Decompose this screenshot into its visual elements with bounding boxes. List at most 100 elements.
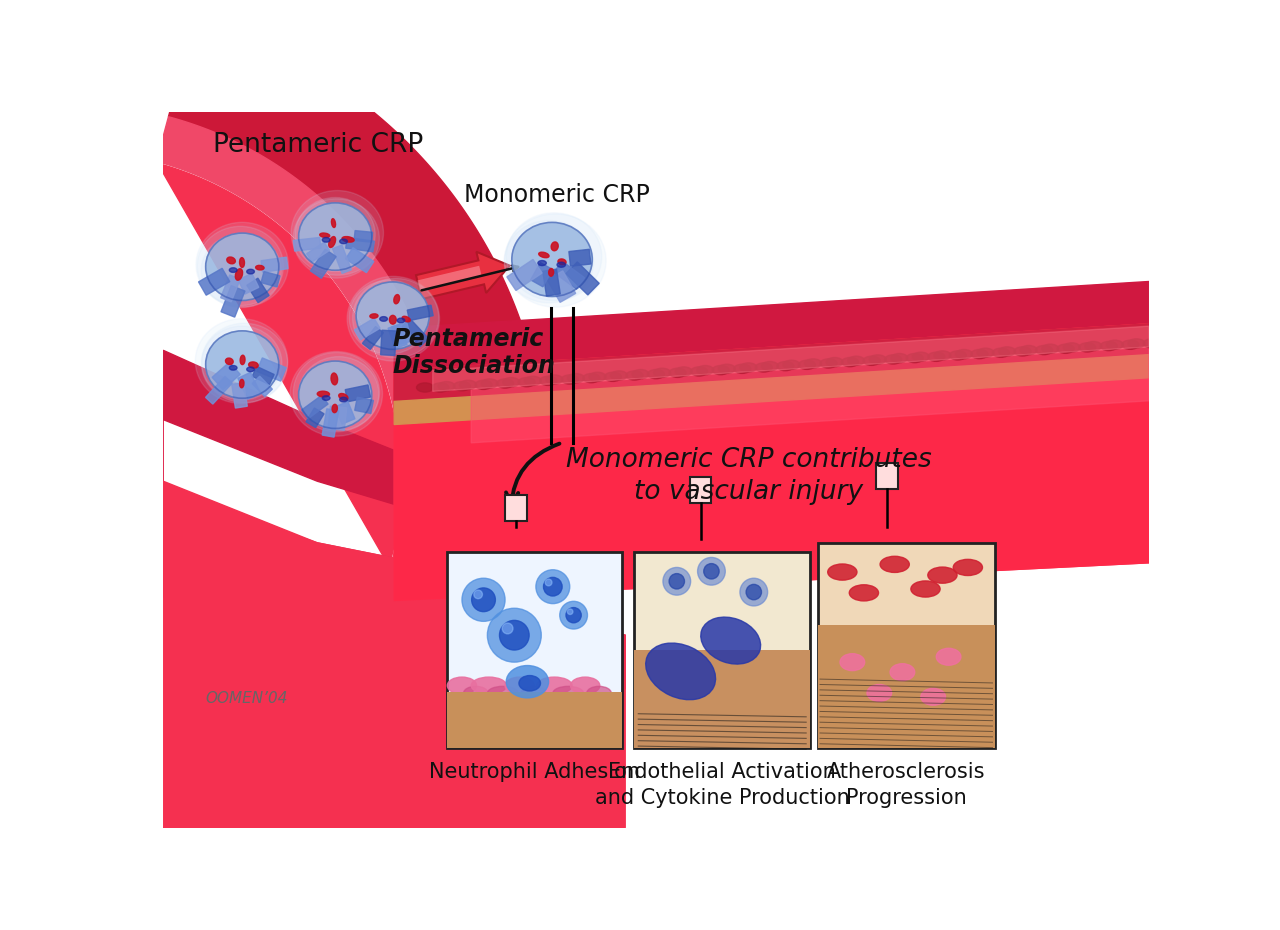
Polygon shape [346, 385, 370, 402]
Text: Pentameric
Dissociation: Pentameric Dissociation [393, 326, 556, 379]
Ellipse shape [626, 371, 643, 380]
Text: Endothelial Activation
and Cytokine Production: Endothelial Activation and Cytokine Prod… [595, 763, 850, 808]
Polygon shape [238, 273, 259, 294]
Ellipse shape [826, 357, 844, 366]
Ellipse shape [611, 371, 627, 380]
Text: Neutrophil Adhesion: Neutrophil Adhesion [429, 763, 640, 782]
Ellipse shape [1042, 344, 1059, 353]
Ellipse shape [497, 379, 513, 388]
Polygon shape [394, 324, 1149, 601]
Ellipse shape [972, 350, 988, 359]
Ellipse shape [339, 397, 347, 402]
Ellipse shape [539, 252, 549, 258]
Ellipse shape [380, 316, 388, 321]
Ellipse shape [349, 280, 429, 354]
Ellipse shape [632, 369, 649, 379]
Polygon shape [163, 405, 625, 689]
Ellipse shape [840, 654, 865, 671]
Polygon shape [232, 382, 247, 408]
Polygon shape [169, 20, 548, 604]
Circle shape [488, 608, 541, 662]
Ellipse shape [712, 365, 730, 375]
Ellipse shape [196, 222, 288, 307]
Ellipse shape [291, 352, 383, 436]
Ellipse shape [293, 199, 379, 278]
Polygon shape [566, 262, 599, 295]
Circle shape [740, 578, 768, 606]
Ellipse shape [332, 373, 338, 385]
Ellipse shape [1143, 339, 1161, 348]
Ellipse shape [1085, 341, 1102, 351]
Ellipse shape [225, 358, 233, 365]
Ellipse shape [540, 377, 557, 385]
Polygon shape [261, 272, 280, 287]
FancyArrow shape [417, 266, 481, 291]
Ellipse shape [867, 684, 892, 701]
Polygon shape [543, 269, 561, 296]
Ellipse shape [293, 352, 380, 432]
Ellipse shape [320, 233, 330, 237]
Polygon shape [306, 408, 324, 428]
Text: Monomeric CRP: Monomeric CRP [463, 183, 649, 207]
Bar [877, 463, 897, 489]
Circle shape [746, 584, 762, 600]
Ellipse shape [503, 378, 520, 387]
Bar [635, 552, 810, 749]
Ellipse shape [911, 581, 940, 597]
Ellipse shape [332, 219, 335, 228]
Text: OOMEN’04: OOMEN’04 [206, 691, 288, 706]
Ellipse shape [755, 363, 772, 372]
Polygon shape [547, 271, 576, 302]
Ellipse shape [762, 362, 778, 371]
Polygon shape [402, 319, 429, 347]
Ellipse shape [928, 352, 945, 362]
Polygon shape [394, 282, 1149, 371]
Ellipse shape [558, 259, 566, 265]
Polygon shape [247, 278, 269, 302]
Ellipse shape [1020, 345, 1037, 354]
Ellipse shape [247, 270, 255, 274]
Ellipse shape [317, 392, 329, 397]
Ellipse shape [239, 258, 244, 268]
Ellipse shape [475, 380, 492, 390]
Ellipse shape [402, 316, 411, 322]
Ellipse shape [648, 369, 664, 379]
Ellipse shape [296, 197, 375, 272]
Bar [635, 650, 810, 748]
Ellipse shape [934, 351, 951, 360]
Ellipse shape [241, 355, 244, 365]
Ellipse shape [229, 268, 237, 272]
Ellipse shape [881, 556, 909, 573]
Polygon shape [238, 372, 260, 399]
Ellipse shape [332, 405, 338, 413]
Polygon shape [355, 231, 372, 242]
Ellipse shape [416, 383, 434, 392]
Polygon shape [507, 259, 543, 290]
Ellipse shape [654, 368, 671, 378]
Polygon shape [471, 347, 1149, 443]
Circle shape [669, 574, 685, 589]
Ellipse shape [1064, 343, 1080, 352]
Ellipse shape [891, 353, 908, 363]
Ellipse shape [481, 379, 498, 388]
Circle shape [536, 570, 570, 604]
Polygon shape [323, 409, 339, 437]
Ellipse shape [202, 326, 282, 400]
Ellipse shape [589, 372, 605, 381]
Polygon shape [163, 351, 548, 547]
Bar [447, 692, 622, 749]
Ellipse shape [453, 381, 471, 391]
Polygon shape [554, 261, 585, 289]
Polygon shape [198, 269, 230, 295]
Circle shape [474, 590, 483, 599]
Ellipse shape [471, 677, 507, 694]
Polygon shape [362, 326, 384, 350]
Polygon shape [394, 324, 1149, 601]
Ellipse shape [298, 356, 379, 431]
Ellipse shape [586, 686, 612, 700]
Polygon shape [346, 247, 374, 272]
Ellipse shape [248, 362, 259, 368]
Bar [447, 552, 622, 749]
Ellipse shape [799, 360, 815, 369]
Ellipse shape [512, 222, 593, 297]
